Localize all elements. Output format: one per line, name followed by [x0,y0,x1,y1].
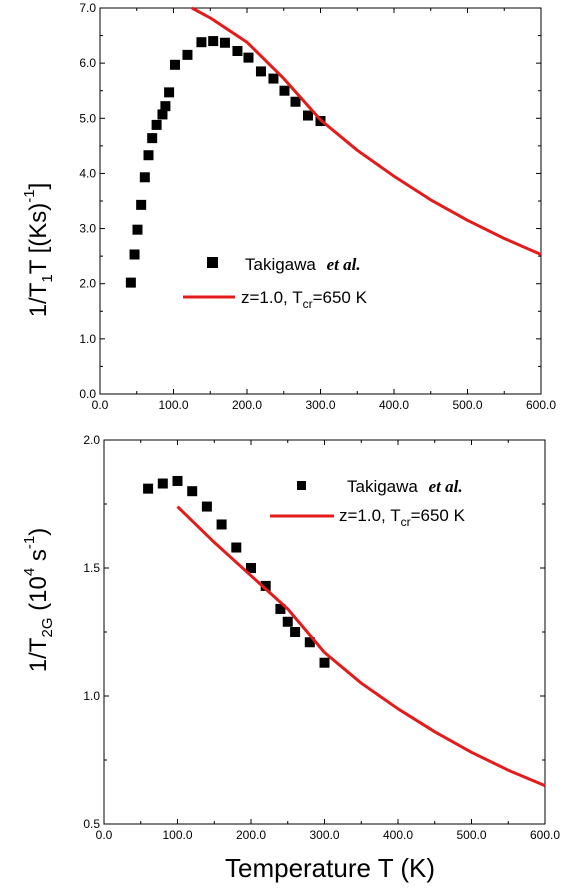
chart-t2g-relaxation: 0.0 100.0 200.0 300.0 400.0 500.0 600.0 0.5 1.0… [21,433,560,883]
data-point [196,37,207,48]
series-line [191,6,542,256]
y-tick-label: 2.0 [79,277,96,291]
y-tick-label: 6.0 [79,56,96,70]
data-point [279,85,290,96]
data-point [139,172,150,183]
data-point [169,59,180,70]
y-axis: 0.5 1.0 1.5 2.0 [83,433,545,831]
legend-markers-label: Takigawa et al. [347,477,463,496]
plot-area [99,7,542,395]
x-tick-label: 0.0 [92,398,109,412]
plot-frame [103,439,546,825]
legend-marker-swatch [207,257,218,268]
data-point [132,224,143,235]
x-tick-label: 400.0 [383,828,413,842]
x-axis: 0.0 100.0 200.0 300.0 400.0 500.0 600.0 [92,8,556,412]
data-point [268,73,279,84]
data-point [172,475,183,486]
data-point [219,37,230,48]
x-tick-label: 600.0 [530,828,560,842]
x-tick-label: 200.0 [232,398,262,412]
x-tick-label: 300.0 [309,828,339,842]
y-axis-label: 1/T2G (104 s-1) [21,528,56,672]
data-point [290,627,301,637]
plot-area [103,439,546,825]
data-point [182,49,193,60]
y-tick-label: 1.0 [79,332,96,346]
data-point [243,52,254,63]
series-layer [125,6,542,288]
series-layer [143,475,546,787]
x-tick-label: 500.0 [452,398,482,412]
y-tick-label: 1.0 [83,689,100,703]
data-point [275,603,286,614]
legend-line-label: z=1.0, Tcr=650 K [241,288,368,311]
x-axis-label: Temperature T (K) [225,853,435,883]
data-point [160,101,171,112]
x-axis: 0.0 100.0 200.0 300.0 400.0 500.0 600.0 [96,440,560,842]
y-tick-label: 5.0 [79,111,96,125]
series-line [176,505,546,787]
data-point [157,478,168,489]
x-tick-label: 600.0 [526,398,556,412]
data-point [143,483,154,494]
data-point [208,36,219,47]
data-point [151,119,162,130]
y-tick-label: 7.0 [79,1,96,15]
legend-markers-label: Takigawa et al. [245,255,361,274]
plot-frame [99,7,542,395]
data-point [282,616,293,627]
y-tick-label: 4.0 [79,166,96,180]
data-point [246,563,256,573]
data-point [260,580,271,591]
legend-line-label: z=1.0, Tcr=650 K [339,506,466,529]
data-point [232,46,243,57]
y-axis-label: 1/T1T [(Ks)-1] [21,183,56,318]
y-axis: 0.0 1.0 2.0 3.0 4.0 5.0 6.0 7.0 [79,1,541,401]
x-tick-label: 100.0 [162,828,192,842]
data-point [187,486,198,497]
y-tick-label: 3.0 [79,222,96,236]
legend: Takigawa et al. z=1.0, Tcr=650 K [183,255,368,311]
x-tick-label: 500.0 [456,828,486,842]
data-point [290,96,301,107]
data-point [143,150,154,161]
legend-marker-swatch [297,481,306,490]
y-tick-label: 1.5 [83,561,100,575]
data-point [231,542,242,553]
x-tick-label: 0.0 [96,828,113,842]
data-point [201,501,212,512]
data-point [304,637,315,648]
chart-nmr-relaxation: 0.0 100.0 200.0 300.0 400.0 500.0 600.0 0.0 1.0… [21,1,556,412]
x-tick-label: 100.0 [158,398,188,412]
data-point [136,199,147,210]
data-point [129,249,140,260]
y-tick-label: 0.0 [79,387,96,401]
x-tick-label: 400.0 [379,398,409,412]
data-point [255,66,266,77]
data-point [216,519,227,530]
y-tick-label: 0.5 [83,817,100,831]
x-tick-label: 300.0 [305,398,335,412]
data-point [125,277,136,288]
y-tick-label: 2.0 [83,433,100,447]
data-point [164,87,175,98]
data-point [303,110,314,121]
x-tick-label: 200.0 [236,828,266,842]
data-point [319,657,330,668]
legend: Takigawa et al. z=1.0, Tcr=650 K [270,477,466,529]
data-point [157,109,168,120]
data-point [147,133,158,144]
